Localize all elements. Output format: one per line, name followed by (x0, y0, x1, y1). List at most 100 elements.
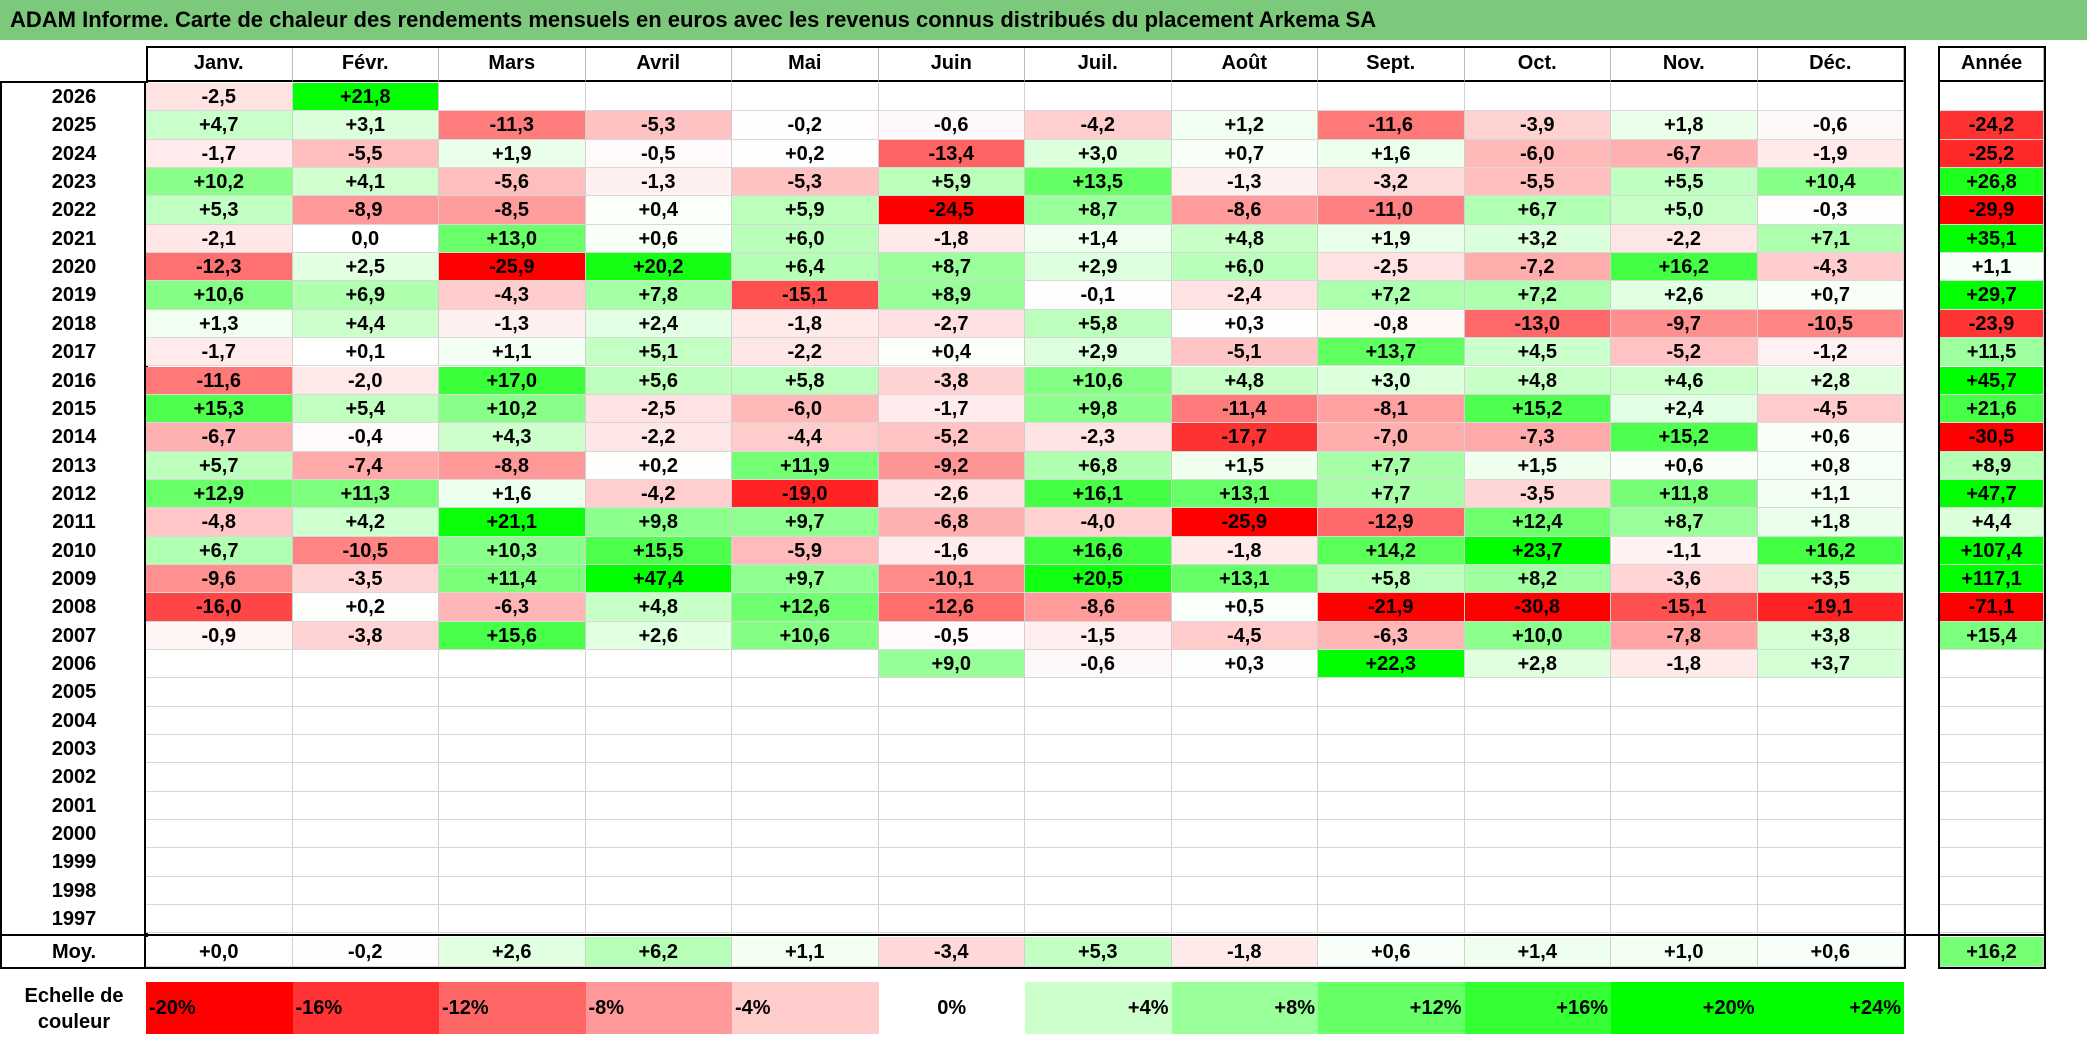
heatmap-cell (439, 706, 586, 736)
heatmap-cell: -1,3 (1171, 168, 1318, 197)
heatmap-cell: -1,8 (1171, 536, 1318, 565)
heatmap-cell (439, 763, 586, 792)
heatmap-cell: -12,6 (878, 593, 1025, 622)
year-label: 2002 (51, 766, 97, 789)
heatmap-cell: +5,9 (732, 196, 879, 225)
heatmap-cell (1025, 678, 1172, 707)
year-label: 2021 (51, 227, 97, 250)
heatmap-cell (1318, 763, 1465, 792)
heatmap-cell: +16,2 (1757, 536, 1904, 565)
heatmap-cell: -5,3 (732, 168, 879, 197)
month-header: Déc. (1757, 46, 1904, 82)
year-total-cell (1940, 905, 2044, 934)
heatmap-cell (292, 791, 439, 821)
heatmap-cell: -15,1 (732, 281, 879, 310)
heatmap-cell (439, 876, 586, 906)
year-total-cell (1940, 876, 2044, 906)
heatmap-cell: +11,3 (292, 479, 439, 509)
heatmap-cell: -7,4 (292, 451, 439, 480)
heatmap-cell: +13,1 (1171, 479, 1318, 509)
color-scale-swatch: -12% (439, 982, 586, 1034)
heatmap-cell (1318, 848, 1465, 877)
heatmap-cell: -8,1 (1318, 394, 1465, 424)
average-cell: +0,0 (146, 937, 293, 967)
year-label: 2009 (51, 567, 97, 590)
average-cell: +0,6 (1318, 937, 1465, 967)
heatmap-cell (732, 735, 879, 764)
heatmap-cell: -5,3 (585, 111, 732, 140)
heatmap-cell: +0,8 (1757, 451, 1904, 480)
heatmap-cell: +8,7 (1611, 508, 1758, 537)
heatmap-cell: -21,9 (1318, 593, 1465, 622)
year-label: 2024 (51, 142, 97, 165)
heatmap-cell (1464, 678, 1611, 707)
heatmap-cell: +9,7 (732, 564, 879, 594)
heatmap-cell (1611, 820, 1758, 849)
heatmap-cell: -11,6 (1318, 111, 1465, 140)
heatmap-cell: -4,8 (146, 508, 293, 537)
heatmap-cell: +1,2 (1171, 111, 1318, 140)
year-label: 2010 (51, 539, 97, 562)
heatmap-cell: -1,2 (1757, 338, 1904, 367)
year-label: 2007 (51, 624, 97, 647)
heatmap-cell (1318, 905, 1465, 934)
heatmap-cell: +2,8 (1757, 366, 1904, 395)
heatmap-cell: -9,6 (146, 564, 293, 594)
heatmap-cell: -6,8 (878, 508, 1025, 537)
heatmap-cell: -1,1 (1611, 536, 1758, 565)
heatmap-cell: -11,0 (1318, 196, 1465, 225)
heatmap-cell: +16,1 (1025, 479, 1172, 509)
heatmap-cell (732, 905, 879, 934)
heatmap-cell: -5,2 (1611, 338, 1758, 367)
heatmap-cell: +10,6 (732, 621, 879, 650)
heatmap-cell (292, 735, 439, 764)
heatmap-cell: -4,4 (732, 423, 879, 452)
year-label: 2011 (52, 511, 96, 534)
heatmap-cell: -11,3 (439, 111, 586, 140)
heatmap-cell: -6,3 (1318, 621, 1465, 650)
heatmap-cell (146, 820, 293, 849)
heatmap-cell: +0,4 (878, 338, 1025, 367)
heatmap-cell (1171, 83, 1318, 112)
year-total-cell: -23,9 (1940, 309, 2044, 339)
heatmap-cell: -6,7 (146, 423, 293, 452)
heatmap-cell (1025, 791, 1172, 821)
year-label: 2018 (51, 312, 97, 335)
heatmap-cell: +13,0 (439, 224, 586, 254)
heatmap-cell (585, 905, 732, 934)
heatmap-cell (585, 706, 732, 736)
heatmap-cell (1611, 735, 1758, 764)
heatmap-cell: -25,9 (1171, 508, 1318, 537)
heatmap-cell: -7,2 (1464, 253, 1611, 282)
heatmap-cell: -8,6 (1171, 196, 1318, 225)
heatmap-cell (1171, 735, 1318, 764)
heatmap-cell (1318, 706, 1465, 736)
heatmap-cell (292, 876, 439, 906)
heatmap-cell: -24,5 (878, 196, 1025, 225)
heatmap-cell (146, 763, 293, 792)
heatmap-cell: -16,0 (146, 593, 293, 622)
heatmap-cell (1757, 876, 1904, 906)
heatmap-cell: -2,5 (146, 83, 293, 112)
month-header: Juil. (1025, 46, 1172, 82)
heatmap-cell: -10,5 (1757, 309, 1904, 339)
heatmap-cell: +21,8 (292, 83, 439, 112)
heatmap-cell (878, 735, 1025, 764)
color-scale-swatch: +12% (1318, 982, 1465, 1034)
heatmap-cell: +6,8 (1025, 451, 1172, 480)
heatmap-cell: -1,9 (1757, 139, 1904, 169)
heatmap-cell (732, 706, 879, 736)
heatmap-cell (1611, 848, 1758, 877)
heatmap-cell (878, 678, 1025, 707)
heatmap-cell: -7,0 (1318, 423, 1465, 452)
heatmap-cell: -3,9 (1464, 111, 1611, 140)
heatmap-cell: +2,8 (1464, 650, 1611, 679)
heatmap-cell (878, 706, 1025, 736)
heatmap-cell: -2,2 (585, 423, 732, 452)
heatmap-cell: +1,1 (439, 338, 586, 367)
month-header: Sept. (1318, 46, 1465, 82)
heatmap-cell: +4,4 (292, 309, 439, 339)
heatmap-cell: -1,3 (439, 309, 586, 339)
heatmap-cell: +5,0 (1611, 196, 1758, 225)
heatmap-cell: -0,5 (585, 139, 732, 169)
